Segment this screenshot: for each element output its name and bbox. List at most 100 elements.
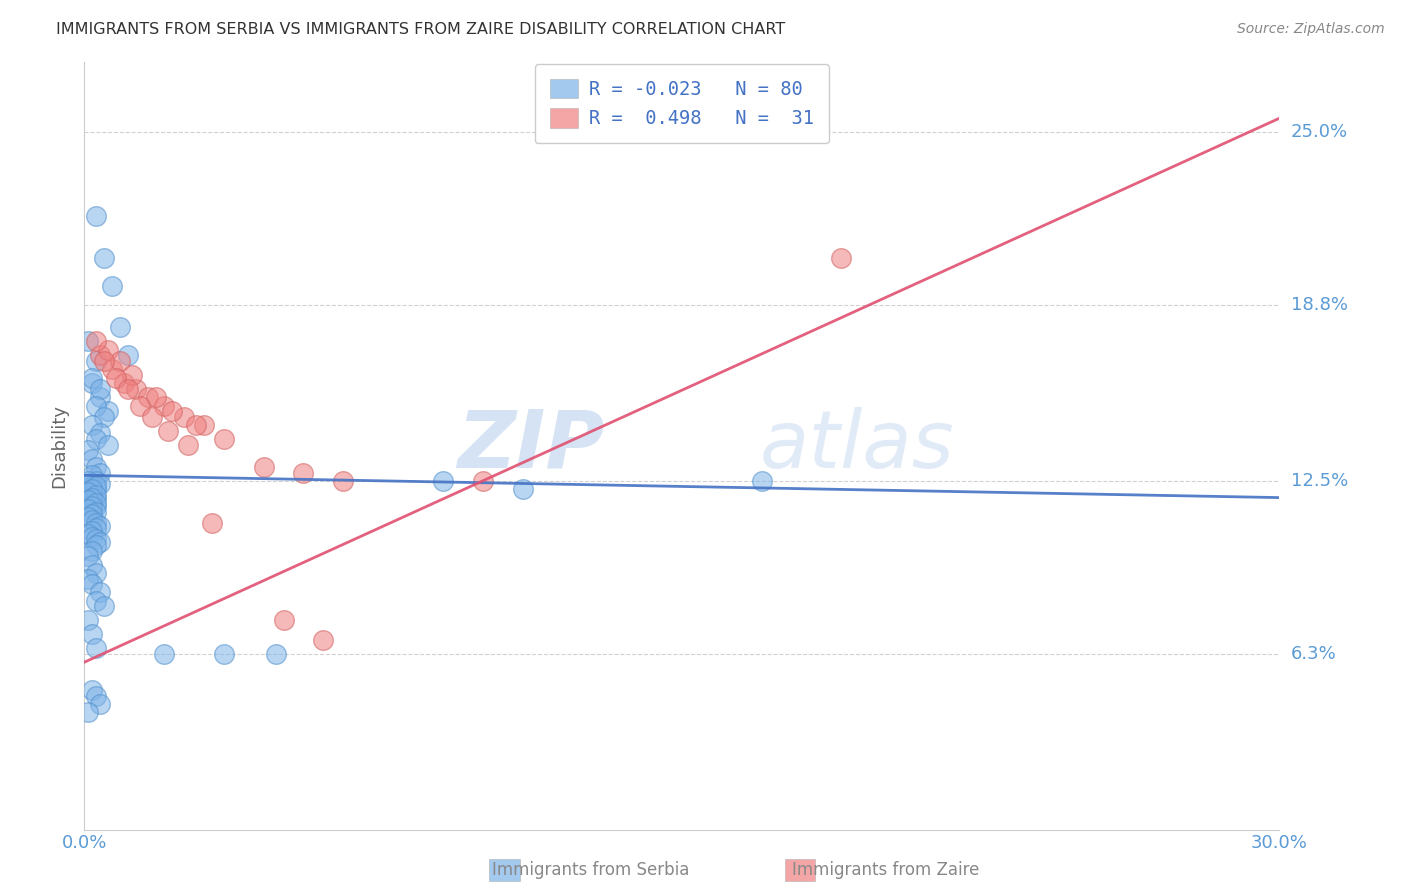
Text: IMMIGRANTS FROM SERBIA VS IMMIGRANTS FROM ZAIRE DISABILITY CORRELATION CHART: IMMIGRANTS FROM SERBIA VS IMMIGRANTS FRO…	[56, 22, 786, 37]
Point	[93, 354, 115, 368]
Point	[82, 370, 104, 384]
Point	[101, 278, 124, 293]
Point	[82, 499, 104, 513]
Point	[253, 459, 276, 474]
Point	[110, 320, 132, 334]
Point	[86, 538, 108, 552]
Point	[86, 488, 108, 502]
Point	[292, 466, 315, 480]
Point	[86, 566, 108, 580]
Point	[145, 390, 167, 404]
Point	[89, 518, 111, 533]
Point	[332, 474, 354, 488]
Point	[77, 334, 100, 349]
Text: ZIP: ZIP	[457, 407, 605, 485]
Point	[77, 613, 100, 627]
Legend: R = -0.023   N = 80, R =  0.498   N =  31: R = -0.023 N = 80, R = 0.498 N = 31	[534, 64, 830, 144]
Point	[89, 382, 111, 396]
Point	[77, 706, 100, 720]
Point	[751, 474, 773, 488]
Point	[117, 382, 139, 396]
Point	[82, 482, 104, 496]
Point	[86, 504, 108, 518]
Point	[77, 501, 100, 516]
Point	[93, 251, 115, 265]
Point	[93, 409, 115, 424]
Point	[77, 485, 100, 500]
Point	[86, 482, 108, 496]
Point	[86, 479, 108, 493]
Point	[112, 376, 135, 391]
Point	[177, 437, 200, 451]
Point	[201, 516, 224, 530]
Point	[82, 479, 104, 493]
Point	[77, 493, 100, 508]
Point	[160, 404, 183, 418]
Point	[264, 647, 287, 661]
Point	[82, 501, 104, 516]
Point	[141, 409, 163, 424]
Point	[86, 496, 108, 510]
Point	[471, 474, 494, 488]
Point	[77, 493, 100, 508]
Point	[212, 647, 235, 661]
Text: Immigrants from Serbia: Immigrants from Serbia	[492, 861, 689, 879]
Point	[82, 543, 104, 558]
Point	[82, 451, 104, 466]
Point	[121, 368, 143, 382]
Point	[184, 418, 207, 433]
Point	[89, 535, 111, 549]
Text: 12.5%: 12.5%	[1291, 472, 1348, 490]
Point	[82, 524, 104, 538]
Point	[82, 468, 104, 483]
Point	[77, 549, 100, 564]
Point	[273, 613, 295, 627]
Text: 18.8%: 18.8%	[1291, 296, 1347, 314]
Point	[136, 390, 159, 404]
Point	[82, 488, 104, 502]
Point	[77, 510, 100, 524]
Point	[312, 632, 335, 647]
Point	[77, 474, 100, 488]
Point	[97, 404, 120, 418]
Point	[110, 354, 132, 368]
Point	[125, 382, 148, 396]
Point	[830, 251, 852, 265]
Point	[82, 558, 104, 572]
Point	[82, 577, 104, 591]
Text: atlas: atlas	[759, 407, 955, 485]
Point	[153, 647, 176, 661]
Point	[97, 343, 120, 357]
Point	[77, 527, 100, 541]
Point	[86, 689, 108, 703]
Point	[432, 474, 454, 488]
Point	[89, 476, 111, 491]
Point	[129, 399, 152, 413]
Point	[93, 599, 115, 614]
Point	[86, 354, 108, 368]
Point	[77, 443, 100, 458]
Point	[86, 432, 108, 446]
Point	[86, 533, 108, 547]
Point	[86, 516, 108, 530]
Point	[89, 697, 111, 711]
Text: 25.0%: 25.0%	[1291, 123, 1348, 141]
Text: Source: ZipAtlas.com: Source: ZipAtlas.com	[1237, 22, 1385, 37]
Point	[157, 424, 180, 438]
Text: Immigrants from Zaire: Immigrants from Zaire	[792, 861, 980, 879]
Point	[82, 683, 104, 698]
Point	[77, 572, 100, 586]
Point	[97, 437, 120, 451]
Point	[86, 399, 108, 413]
Point	[89, 426, 111, 441]
Point	[82, 513, 104, 527]
Point	[193, 418, 215, 433]
Point	[173, 409, 195, 424]
Point	[82, 491, 104, 505]
Point	[82, 418, 104, 433]
Point	[86, 499, 108, 513]
Point	[82, 530, 104, 544]
Point	[82, 376, 104, 391]
Point	[101, 362, 124, 376]
Point	[82, 508, 104, 522]
